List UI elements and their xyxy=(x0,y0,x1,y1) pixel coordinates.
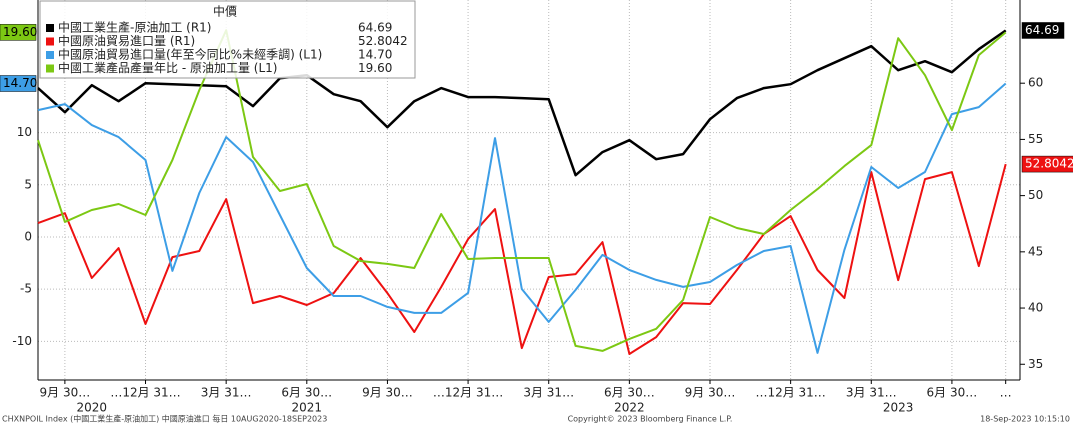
x-tick-label: 6月 30… xyxy=(281,386,332,400)
legend-value: 14.70 xyxy=(358,48,392,62)
footer-center: Copyright© 2023 Bloomberg Finance L.P. xyxy=(568,415,733,424)
x-tick-label: 3月 31… xyxy=(523,386,574,400)
footer-left: CHXNPOIL Index (中國工業生產-原油加工) 中國原油進口 每日 1… xyxy=(2,414,327,424)
series-line xyxy=(37,29,1007,352)
y2-tick-label: 55 xyxy=(1028,132,1043,146)
y-tick-label: 0 xyxy=(24,229,32,243)
y-tick-label: 5 xyxy=(24,177,32,191)
value-tag-label: 14.70 xyxy=(3,76,37,90)
legend-swatch xyxy=(46,51,54,59)
year-label: 2021 xyxy=(292,401,323,415)
y2-tick-label: 40 xyxy=(1028,301,1043,315)
y-tick-label: -5 xyxy=(20,282,32,296)
value-tag-label: 64.69 xyxy=(1025,23,1059,37)
legend-title: 中價 xyxy=(213,4,237,19)
series-line xyxy=(37,163,1007,355)
x-tick-label: 9月 30… xyxy=(685,386,736,400)
value-tag xyxy=(1021,22,1065,39)
legend-label: 中國原油貿易進口量 (R1) xyxy=(58,33,195,48)
series-line xyxy=(37,82,1007,354)
year-label: 2023 xyxy=(883,401,914,415)
legend-swatch xyxy=(46,37,54,46)
year-label: 2020 xyxy=(76,401,107,415)
y2-tick-label: 35 xyxy=(1028,357,1043,371)
x-tick-label: 6月 30… xyxy=(927,386,978,400)
year-label: 2022 xyxy=(614,401,645,415)
legend-swatch xyxy=(46,64,54,73)
legend-value: 19.60 xyxy=(358,61,392,75)
x-tick-label: …12月 31… xyxy=(433,386,503,400)
y2-tick-label: 45 xyxy=(1028,244,1043,258)
value-tag xyxy=(1021,155,1073,173)
series-line xyxy=(37,29,1007,177)
value-tag xyxy=(0,24,37,41)
legend-box xyxy=(39,0,416,79)
legend-label: 中國工業產品產量年比 - 原油加工量 (L1) xyxy=(58,60,277,75)
legend-value: 52.8042 xyxy=(358,34,408,48)
legend-swatch xyxy=(46,24,54,32)
x-tick-label: 9月 30… xyxy=(362,386,413,400)
y-tick-label: -10 xyxy=(12,334,32,348)
legend-value: 64.69 xyxy=(358,21,392,35)
value-tag-label: 52.8042 xyxy=(1025,157,1073,171)
y-tick-label: 10 xyxy=(17,125,32,139)
legend-label: 中國原油貿易進口量(年至今同比%未經季調) (L1) xyxy=(58,47,322,62)
x-tick-label: … xyxy=(1000,386,1012,400)
y2-tick-label: 50 xyxy=(1028,188,1043,202)
value-tag-label: 19.60 xyxy=(3,25,37,39)
footer-right: 18-Sep-2023 10:15:10 xyxy=(980,415,1070,424)
x-tick-label: 9月 30… xyxy=(40,386,91,400)
y2-tick-label: 60 xyxy=(1028,76,1043,90)
value-tag xyxy=(0,75,37,92)
x-tick-label: 3月 31… xyxy=(846,386,897,400)
x-tick-label: …12月 31… xyxy=(110,386,180,400)
legend-label: 中國工業生產-原油加工 (R1) xyxy=(58,20,211,35)
x-tick-label: 3月 31… xyxy=(201,386,252,400)
x-tick-label: …12月 31… xyxy=(755,386,825,400)
x-tick-label: 6月 30… xyxy=(604,386,655,400)
